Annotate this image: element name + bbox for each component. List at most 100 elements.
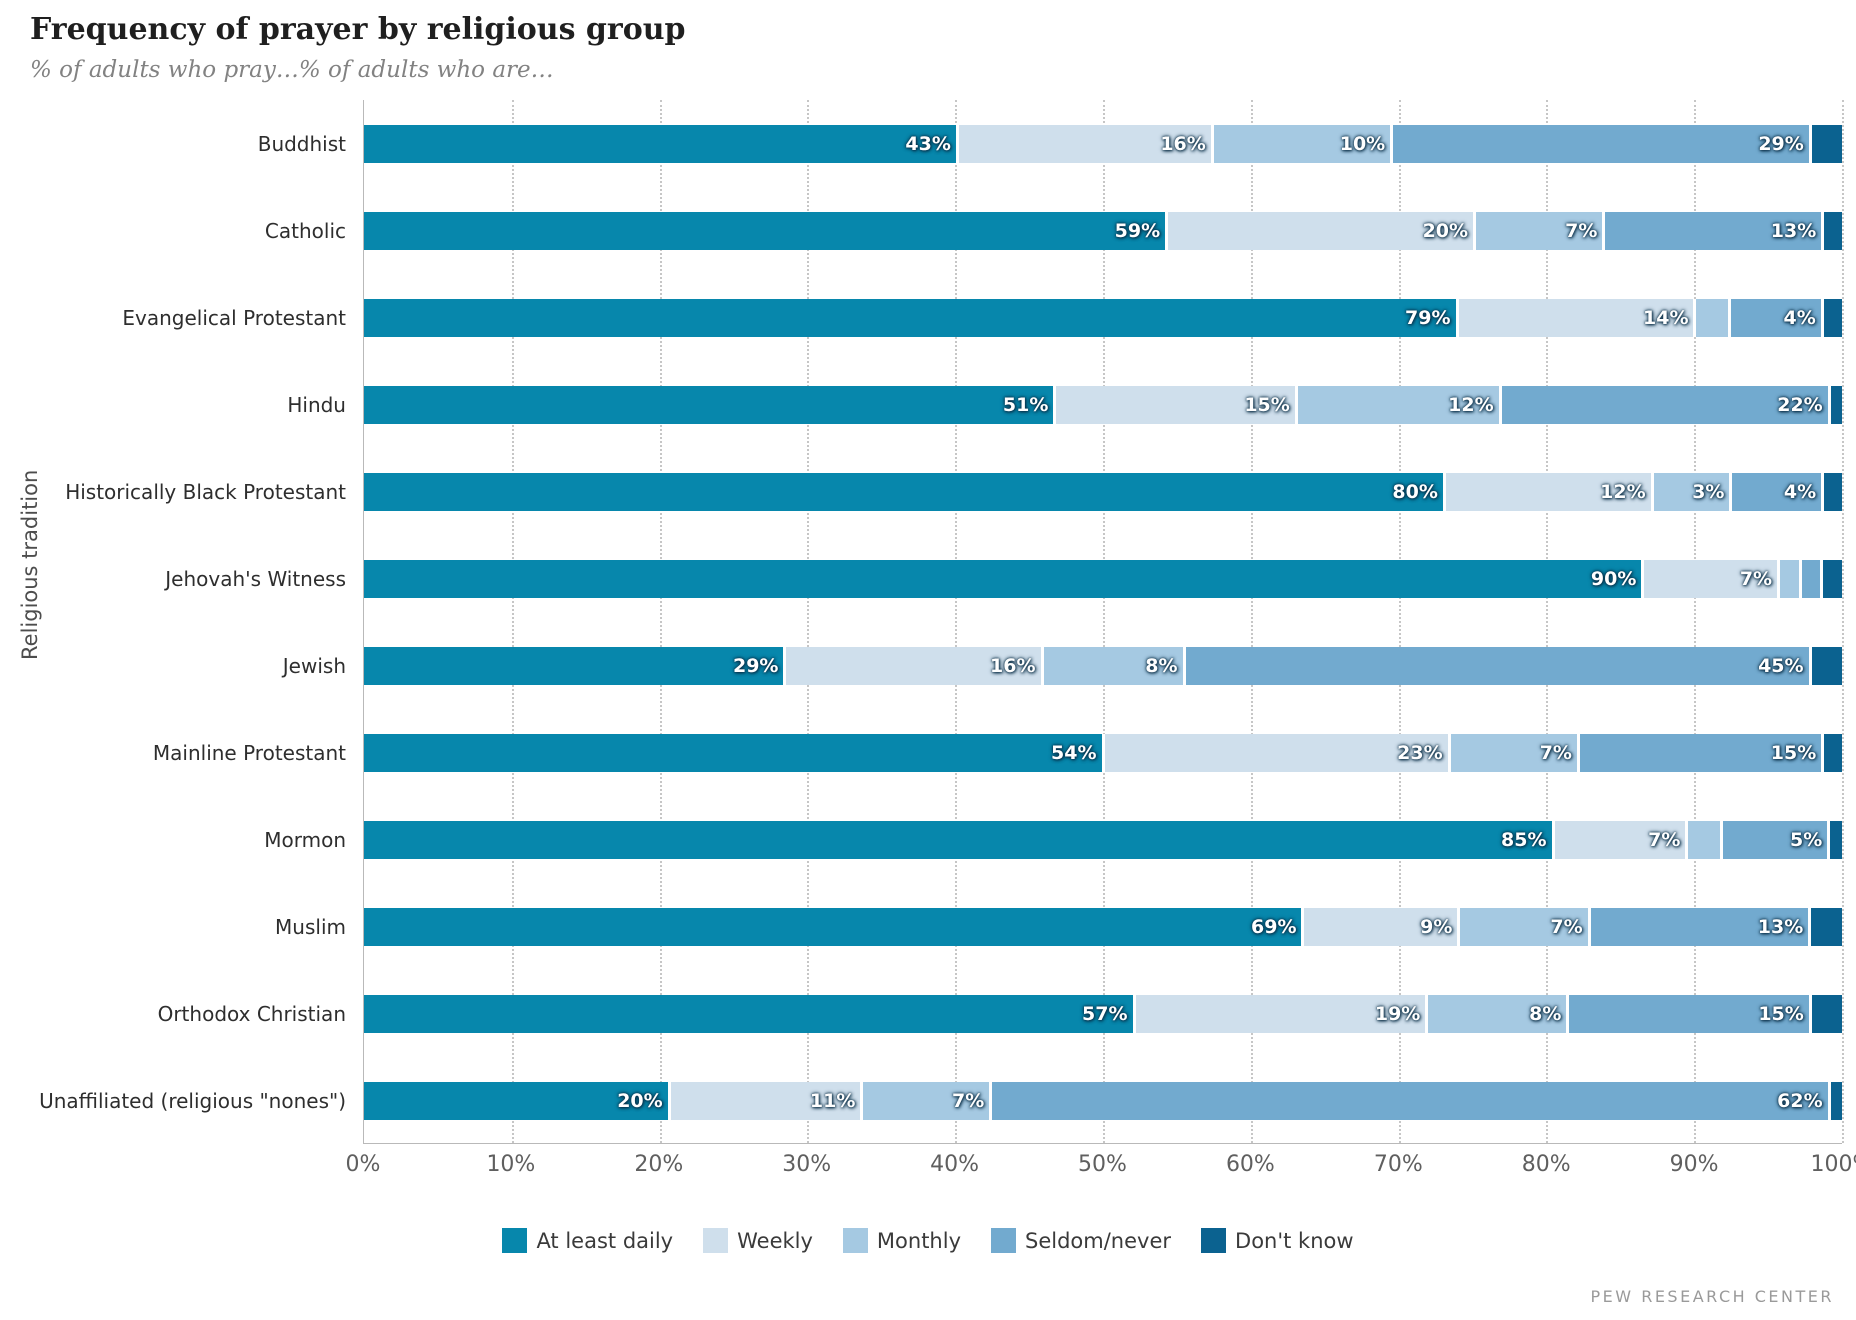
stacked-bar: 43% 16% 10% 29%	[364, 124, 1842, 163]
stacked-bar: 79% 14% 4%	[364, 298, 1842, 337]
bar-value-label: 43%	[905, 132, 951, 155]
bar-segment	[1777, 559, 1799, 598]
bar-segment: 16%	[783, 646, 1041, 685]
legend-item: Don't know	[1201, 1228, 1354, 1253]
chart-title: Frequency of prayer by religious group	[30, 12, 686, 47]
bar-row: Catholic 59% 20% 7% 13%	[265, 187, 1842, 274]
category-label: Orthodox Christian	[157, 1001, 346, 1026]
bar-value-label: 90%	[1590, 567, 1637, 590]
category-label: Hindu	[287, 392, 346, 417]
gridline	[1398, 100, 1401, 1143]
x-tick-label: 10%	[486, 1152, 536, 1177]
bar-value-label: 15%	[1758, 1002, 1804, 1025]
bar-rows: Buddhist 43% 16% 10% 29% Catholic 59% 20% 7% 13% E…	[39, 100, 1843, 1144]
stacked-bar: 69% 9% 7% 13%	[364, 907, 1842, 946]
bar-segment	[1808, 124, 1842, 163]
bar-segment: 4%	[1729, 472, 1822, 511]
bar-value-label: 15%	[1244, 393, 1290, 416]
bar-value-label: 22%	[1777, 393, 1823, 416]
legend-item: Monthly	[842, 1228, 961, 1253]
gridlines	[364, 100, 1844, 1143]
bar-segment: 7%	[860, 1081, 990, 1120]
bar-segment: 29%	[364, 646, 784, 685]
bar-value-label: 7%	[1648, 828, 1681, 851]
x-tick-label: 60%	[1225, 1152, 1275, 1177]
bar-segment: 22%	[1498, 385, 1828, 424]
bar-segment: 29%	[1390, 124, 1809, 163]
bar-value-label: 10%	[1339, 132, 1386, 155]
legend-swatch	[703, 1228, 729, 1253]
bar-value-label: 12%	[1600, 480, 1646, 503]
bar-segment: 20%	[1165, 211, 1474, 250]
bar-segment	[1798, 559, 1821, 598]
bar-row: Buddhist 43% 16% 10% 29%	[258, 100, 1842, 187]
bar-value-label: 45%	[1758, 654, 1804, 677]
bar-segment: 16%	[955, 124, 1211, 163]
gridline	[1842, 100, 1844, 1143]
bar-segment	[1827, 820, 1842, 859]
bar-row: Jehovah's Witness 90% 7%	[165, 535, 1842, 622]
bar-segment: 12%	[1294, 385, 1499, 424]
legend-swatch	[842, 1228, 868, 1253]
bar-value-label: 51%	[1002, 393, 1049, 416]
bar-value-label: 4%	[1783, 480, 1817, 503]
bar-row: Historically Black Protestant 80% 12% 3% 4%	[65, 448, 1843, 535]
bar-value-label: 9%	[1420, 915, 1453, 938]
bar-segment: 8%	[1425, 994, 1567, 1033]
bar-value-label: 79%	[1405, 306, 1451, 329]
stacked-bar: 90% 7%	[364, 559, 1842, 598]
legend-item: Weekly	[703, 1228, 813, 1253]
gridline	[1250, 100, 1253, 1143]
bar-value-label: 59%	[1114, 219, 1161, 242]
x-tick-label: 70%	[1373, 1152, 1423, 1177]
stacked-bar: 20% 11% 7% 62%	[364, 1081, 1842, 1120]
bar-value-label: 62%	[1777, 1089, 1823, 1112]
bar-value-label: 85%	[1501, 828, 1547, 851]
legend-item: Seldom/never	[991, 1228, 1171, 1253]
gridline	[807, 100, 810, 1143]
x-tick-label: 100%	[1810, 1152, 1856, 1177]
legend: At least daily Weekly Monthly Seldom/never D…	[0, 1228, 1856, 1253]
bar-segment	[1827, 385, 1842, 424]
bar-segment: 80%	[364, 472, 1443, 511]
bar-segment	[1821, 211, 1842, 250]
category-label: Buddhist	[257, 131, 346, 156]
bar-segment: 15%	[1566, 994, 1809, 1033]
stacked-bar: 51% 15% 12% 22%	[364, 385, 1842, 424]
bar-value-label: 11%	[809, 1089, 856, 1112]
bar-row: Muslim 69% 9% 7% 13%	[275, 883, 1842, 970]
stacked-bar: 54% 23% 7% 15%	[364, 733, 1842, 772]
bar-segment: 20%	[364, 1081, 668, 1120]
bar-value-label: 7%	[952, 1089, 985, 1112]
bar-segment: 11%	[667, 1081, 861, 1120]
category-label: Mormon	[264, 827, 346, 852]
gridline	[1103, 100, 1105, 1143]
legend-label: Don't know	[1235, 1228, 1354, 1253]
category-label: Historically Black Protestant	[65, 479, 346, 504]
bar-segment: 12%	[1442, 472, 1651, 511]
bar-row: Mainline Protestant 54% 23% 7% 15%	[153, 709, 1842, 796]
bar-value-label: 20%	[617, 1089, 663, 1112]
bar-row: Mormon 85% 7% 5%	[264, 796, 1842, 883]
bar-row: Hindu 51% 15% 12% 22%	[287, 361, 1842, 448]
x-tick-label: 30%	[782, 1152, 832, 1177]
bar-segment	[1820, 298, 1842, 337]
bar-segment: 69%	[364, 907, 1302, 946]
bar-segment: 3%	[1650, 472, 1730, 511]
bar-segment: 19%	[1132, 994, 1426, 1033]
bar-value-label: 16%	[990, 654, 1036, 677]
bar-segment	[1827, 1081, 1842, 1120]
y-axis-label: Religious tradition	[18, 469, 42, 660]
plot-area: Buddhist 43% 16% 10% 29% Catholic 59% 20% 7% 13% E…	[39, 100, 1844, 1144]
category-label: Unaffiliated (religious "nones")	[39, 1088, 346, 1113]
bar-value-label: 80%	[1392, 480, 1438, 503]
bar-value-label: 7%	[1539, 741, 1572, 764]
category-label: Evangelical Protestant	[122, 305, 346, 330]
bar-value-label: 19%	[1374, 1002, 1421, 1025]
bar-segment	[1821, 472, 1843, 511]
x-tick-label: 20%	[634, 1152, 684, 1177]
gridline	[659, 100, 662, 1143]
bar-row: Evangelical Protestant 79% 14% 4%	[122, 274, 1842, 361]
x-tick-label: 40%	[930, 1152, 980, 1177]
x-tick-label: 50%	[1078, 1152, 1127, 1177]
